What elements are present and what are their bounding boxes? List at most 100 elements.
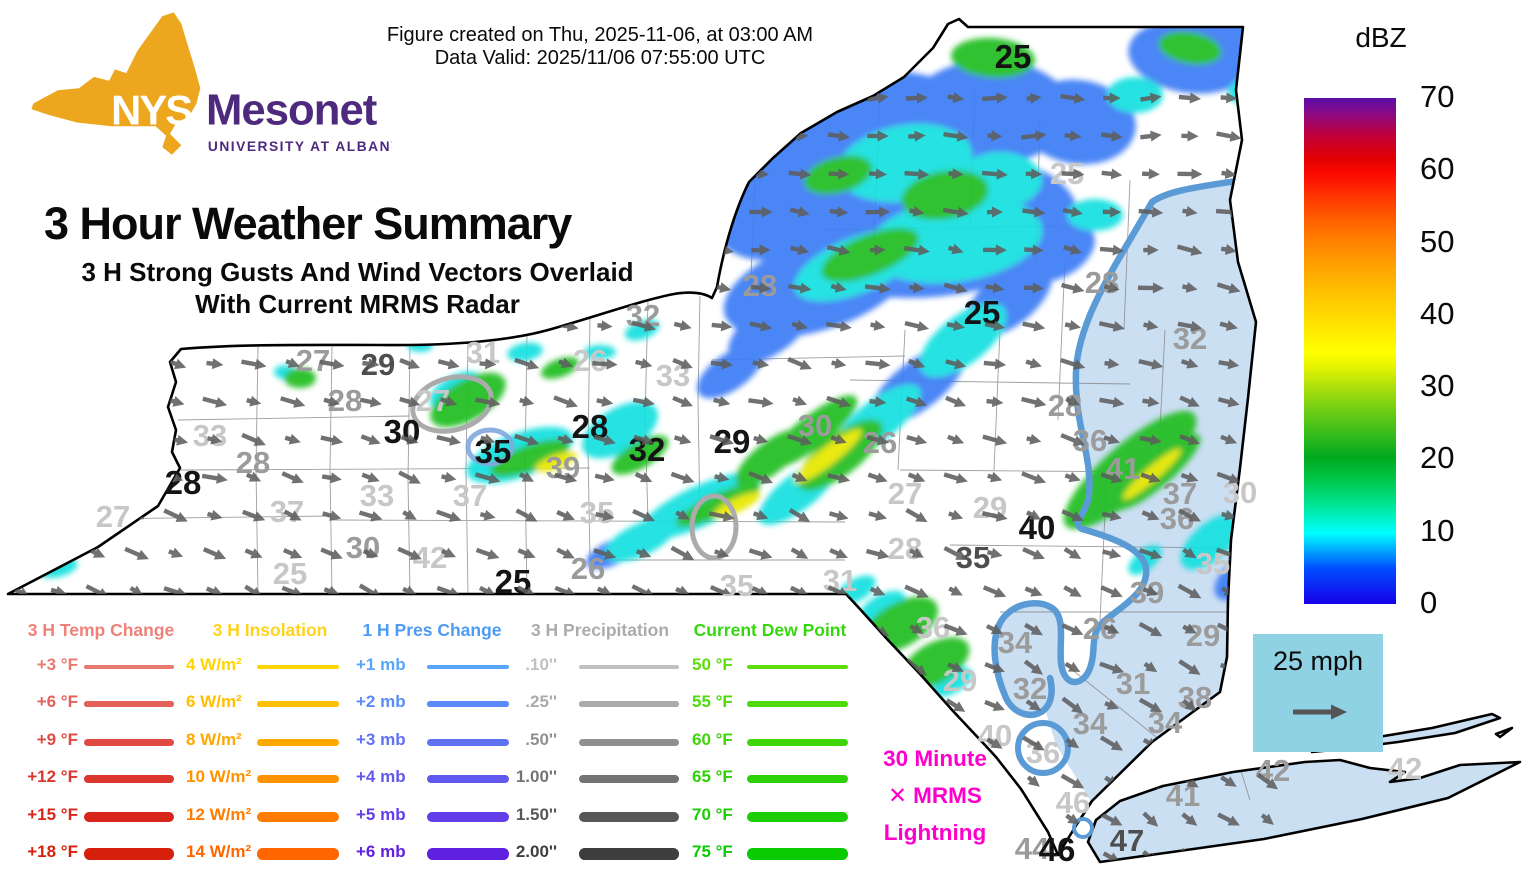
gust-label: 42 [1388, 751, 1422, 786]
wind-arrow [1255, 434, 1281, 446]
wind-arrow [361, 472, 380, 483]
wind-arrow [12, 357, 28, 369]
wind-arrow [907, 358, 926, 369]
wind-arrow [165, 320, 187, 332]
colorbar-tick: 40 [1420, 295, 1455, 331]
wind-arrow [868, 510, 888, 521]
wind-arrow [1101, 168, 1123, 180]
wind-arrow [285, 357, 300, 368]
wind-arrow [1026, 775, 1040, 787]
wind-arrow [670, 545, 695, 561]
wind-arrow [1138, 206, 1164, 218]
gust-label: 47 [1110, 823, 1144, 858]
gust-label: 36 [1160, 501, 1194, 536]
wind-arrow [787, 92, 813, 104]
lightning-key: 30 Minute ✕ MRMS Lightning [845, 740, 1025, 851]
gust-label: 41 [1106, 451, 1140, 486]
wind-arrow [399, 357, 420, 370]
wind-arrow [1103, 433, 1120, 445]
wind-arrow [1221, 509, 1237, 521]
wind-arrow [908, 130, 926, 142]
radar-echoes [37, 19, 1272, 697]
wind-arrow [631, 320, 656, 332]
legend-line-precip [579, 848, 679, 860]
legend-label-insolation: 6 W/m² [186, 692, 242, 711]
legend-label-pressure: +6 mb [356, 842, 406, 861]
wind-arrow [1024, 282, 1044, 294]
wind-arrow [1140, 92, 1162, 104]
wind-arrow [323, 395, 341, 407]
wind-arrow [324, 320, 340, 332]
wind-arrow [479, 358, 497, 370]
gust-label: 33 [360, 478, 394, 513]
wind-arrow [479, 168, 497, 180]
wind-arrow [673, 434, 692, 445]
wind-arrow [47, 548, 70, 560]
wind-arrow [10, 206, 30, 218]
wind-arrow [985, 624, 1004, 635]
wind-arrow [748, 130, 774, 142]
wind-arrow [670, 130, 696, 142]
wind-arrow [1220, 92, 1238, 104]
wind-arrow [359, 396, 382, 408]
wind-arrow [1218, 699, 1239, 711]
wind-arrow [514, 357, 540, 370]
wind-arrow [1099, 244, 1125, 256]
lightning-key-line-1: 30 Minute [883, 746, 987, 771]
wind-arrow [1064, 661, 1081, 673]
legend-label-insolation: 4 W/m² [186, 655, 242, 674]
wind-arrow [480, 433, 496, 445]
wind-arrow [400, 320, 419, 331]
wind-arrow [1259, 396, 1277, 408]
wind-arrow [206, 358, 224, 370]
valid-line: Data Valid: 2025/11/06 07:55:00 UTC [434, 47, 766, 69]
wind-arrow [1104, 358, 1120, 370]
wind-arrow [87, 434, 108, 446]
wind-arrow [202, 396, 228, 408]
colorbar-tick: 50 [1420, 223, 1455, 259]
wind-arrow [865, 206, 891, 218]
wind-arrow [168, 547, 184, 558]
legend-label-temp: +15 °F [27, 805, 78, 824]
wind-arrow [1064, 320, 1081, 331]
wind-arrow [435, 168, 462, 180]
wind-arrow [870, 319, 886, 331]
gust-label: 28 [1085, 265, 1119, 300]
gust-label: 35 [475, 433, 512, 470]
wind-arrow [594, 92, 616, 104]
wind-arrow [947, 243, 964, 255]
wind-arrow [1256, 848, 1279, 862]
wind-arrow [1061, 696, 1084, 714]
wind-arrow [709, 168, 735, 180]
wind-arrow [943, 546, 968, 561]
wind-arrow [480, 92, 496, 104]
wind-arrow [867, 92, 889, 104]
wind-arrow [50, 396, 68, 407]
wind-arrow [986, 396, 1004, 408]
wind-arrow [1255, 586, 1280, 598]
gust-label: 28 [1048, 388, 1082, 423]
wind-arrow [1178, 659, 1201, 675]
wind-arrow [1143, 661, 1158, 673]
gust-label: 25 [495, 563, 532, 600]
legend-label-precip: 2.00'' [515, 842, 557, 861]
legend-label-precip: .50'' [525, 730, 557, 749]
wind-arrow [400, 434, 419, 445]
wind-arrow [675, 585, 690, 596]
wind-arrow [1260, 813, 1274, 825]
wind-arrow [1098, 321, 1125, 332]
wind-arrow [868, 168, 887, 180]
colorbar-tick: 30 [1420, 368, 1455, 404]
wind-arrow [555, 168, 577, 180]
wind-arrow [869, 396, 887, 408]
wind-arrow [441, 547, 457, 558]
wind-arrow [319, 358, 345, 370]
wind-arrow [904, 168, 930, 180]
wind-arrow [947, 92, 965, 103]
wind-arrow [89, 547, 106, 558]
wind-arrow [398, 470, 421, 484]
wind-arrow [556, 510, 575, 521]
wind-arrow [669, 206, 696, 218]
wind-arrow [986, 206, 1003, 218]
gust-label: 33 [193, 418, 227, 453]
